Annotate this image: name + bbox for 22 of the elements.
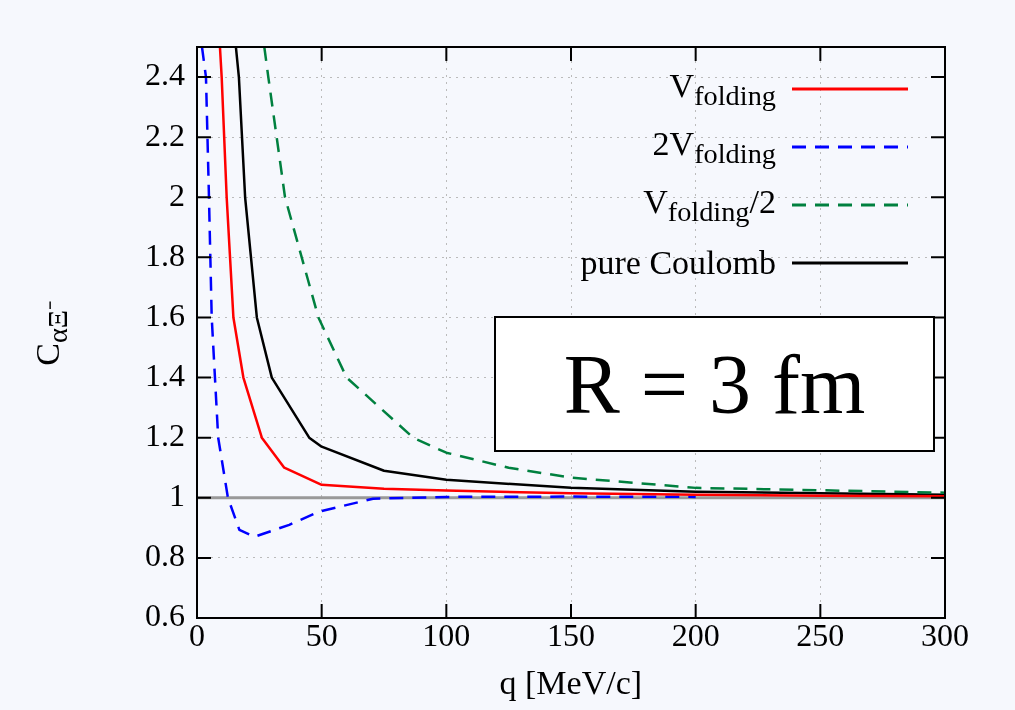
x-axis-title: q [MeV/c]: [499, 664, 643, 702]
legend-label: pure Coulomb: [580, 244, 776, 282]
legend-label: 2V$_{folding}$: [652, 124, 776, 170]
x-tick-label: 50: [305, 616, 338, 653]
y-tick-label: 1: [169, 477, 185, 514]
legend-label: V$_{folding}$/2: [643, 182, 776, 228]
y-tick-label: 2.4: [145, 56, 185, 93]
y-tick-label: 1.4: [145, 356, 185, 393]
x-tick-label: 0: [189, 616, 205, 653]
y-tick-label: 1.6: [145, 296, 185, 333]
y-tick-label: 2.2: [145, 116, 185, 153]
x-tick-label: 250: [796, 616, 845, 653]
y-tick-label: 0.8: [145, 537, 185, 574]
x-tick-label: 100: [422, 616, 471, 653]
y-tick-label: 0.6: [145, 597, 185, 634]
y-tick-label: 2: [169, 176, 185, 213]
legend-label: V$_{folding}$: [669, 66, 776, 112]
x-tick-label: 200: [671, 616, 720, 653]
annotation: R = 3 fm: [494, 316, 935, 452]
y-tick-label: 1.8: [145, 236, 185, 273]
y-tick-label: 1.2: [145, 417, 185, 454]
x-tick-label: 150: [547, 616, 595, 653]
